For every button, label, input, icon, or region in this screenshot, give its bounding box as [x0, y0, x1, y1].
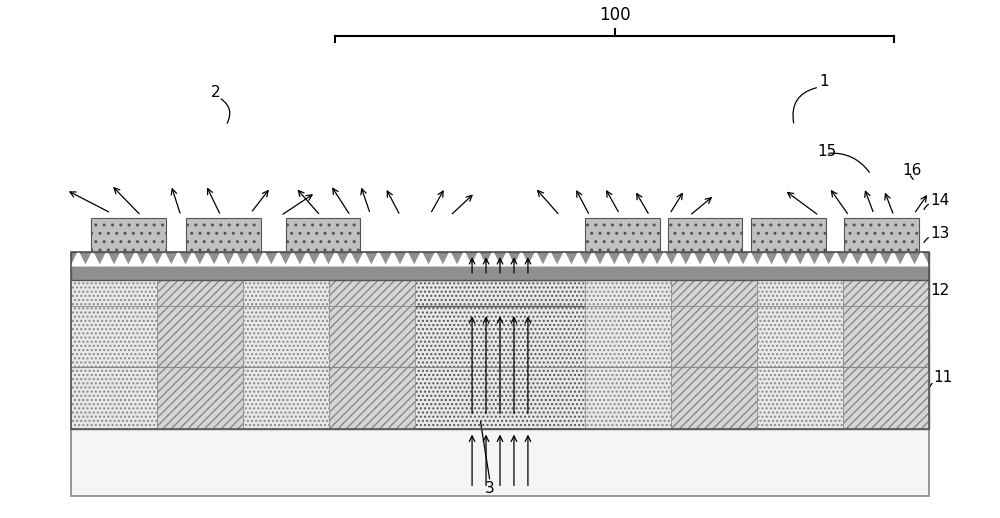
Polygon shape: [700, 252, 714, 266]
Polygon shape: [714, 252, 729, 266]
Bar: [71, 252, 929, 429]
Polygon shape: [186, 252, 200, 266]
Polygon shape: [85, 252, 100, 266]
Bar: [157, 306, 243, 429]
Text: 3: 3: [485, 481, 495, 496]
Polygon shape: [729, 252, 743, 266]
Bar: [157, 280, 243, 306]
Polygon shape: [686, 252, 700, 266]
Polygon shape: [571, 252, 586, 266]
Polygon shape: [100, 252, 114, 266]
Polygon shape: [786, 252, 800, 266]
Polygon shape: [314, 252, 328, 266]
Polygon shape: [657, 252, 672, 266]
Text: 15: 15: [817, 144, 836, 159]
Bar: [757, 280, 843, 306]
Polygon shape: [200, 252, 214, 266]
Bar: [843, 280, 929, 306]
Polygon shape: [557, 252, 571, 266]
Polygon shape: [214, 252, 228, 266]
Polygon shape: [128, 252, 143, 266]
Text: 13: 13: [931, 226, 950, 241]
Bar: [71, 280, 929, 306]
Polygon shape: [900, 252, 915, 266]
Polygon shape: [286, 252, 300, 266]
Polygon shape: [772, 252, 786, 266]
Text: 16: 16: [902, 164, 921, 179]
Bar: [671, 280, 757, 306]
Bar: [671, 306, 757, 429]
Polygon shape: [500, 252, 514, 266]
Polygon shape: [600, 252, 614, 266]
Bar: [186, 218, 261, 252]
Bar: [329, 306, 415, 429]
Text: 12: 12: [931, 283, 950, 298]
Bar: [243, 280, 329, 306]
Polygon shape: [114, 252, 128, 266]
Polygon shape: [757, 252, 772, 266]
Polygon shape: [457, 252, 471, 266]
Text: 11: 11: [934, 370, 953, 385]
Text: 100: 100: [599, 6, 630, 24]
Polygon shape: [629, 252, 643, 266]
Bar: [91, 218, 166, 252]
Polygon shape: [171, 252, 186, 266]
Polygon shape: [343, 252, 357, 266]
Bar: [71, 306, 157, 429]
Polygon shape: [143, 252, 157, 266]
Polygon shape: [228, 252, 243, 266]
Polygon shape: [386, 252, 400, 266]
Bar: [757, 306, 843, 429]
Bar: [585, 280, 671, 306]
Polygon shape: [300, 252, 314, 266]
Polygon shape: [71, 252, 85, 266]
Polygon shape: [915, 252, 929, 266]
Polygon shape: [243, 252, 257, 266]
Bar: [286, 218, 360, 252]
Bar: [751, 218, 826, 252]
Polygon shape: [643, 252, 657, 266]
Polygon shape: [400, 252, 414, 266]
Polygon shape: [514, 252, 529, 266]
Polygon shape: [857, 252, 872, 266]
Bar: [844, 218, 919, 252]
Polygon shape: [843, 252, 857, 266]
Polygon shape: [829, 252, 843, 266]
Bar: [71, 252, 929, 280]
Polygon shape: [672, 252, 686, 266]
Bar: [243, 306, 329, 429]
Polygon shape: [872, 252, 886, 266]
Polygon shape: [257, 252, 271, 266]
Bar: [71, 306, 929, 429]
Bar: [71, 429, 929, 496]
Polygon shape: [814, 252, 829, 266]
Bar: [585, 306, 671, 429]
Polygon shape: [529, 252, 543, 266]
Text: 1: 1: [819, 75, 829, 90]
Bar: [329, 280, 415, 306]
Polygon shape: [614, 252, 629, 266]
Polygon shape: [271, 252, 286, 266]
Bar: [668, 218, 742, 252]
Polygon shape: [486, 252, 500, 266]
Text: 2: 2: [211, 85, 221, 100]
Polygon shape: [157, 252, 171, 266]
Polygon shape: [543, 252, 557, 266]
Polygon shape: [443, 252, 457, 266]
Polygon shape: [743, 252, 757, 266]
Polygon shape: [429, 252, 443, 266]
Bar: [585, 218, 660, 252]
Polygon shape: [328, 252, 343, 266]
Polygon shape: [800, 252, 814, 266]
Polygon shape: [414, 252, 429, 266]
Polygon shape: [371, 252, 386, 266]
Polygon shape: [586, 252, 600, 266]
Bar: [71, 280, 157, 306]
Text: 14: 14: [931, 193, 950, 208]
Polygon shape: [357, 252, 371, 266]
Polygon shape: [886, 252, 900, 266]
Polygon shape: [471, 252, 486, 266]
Bar: [843, 306, 929, 429]
